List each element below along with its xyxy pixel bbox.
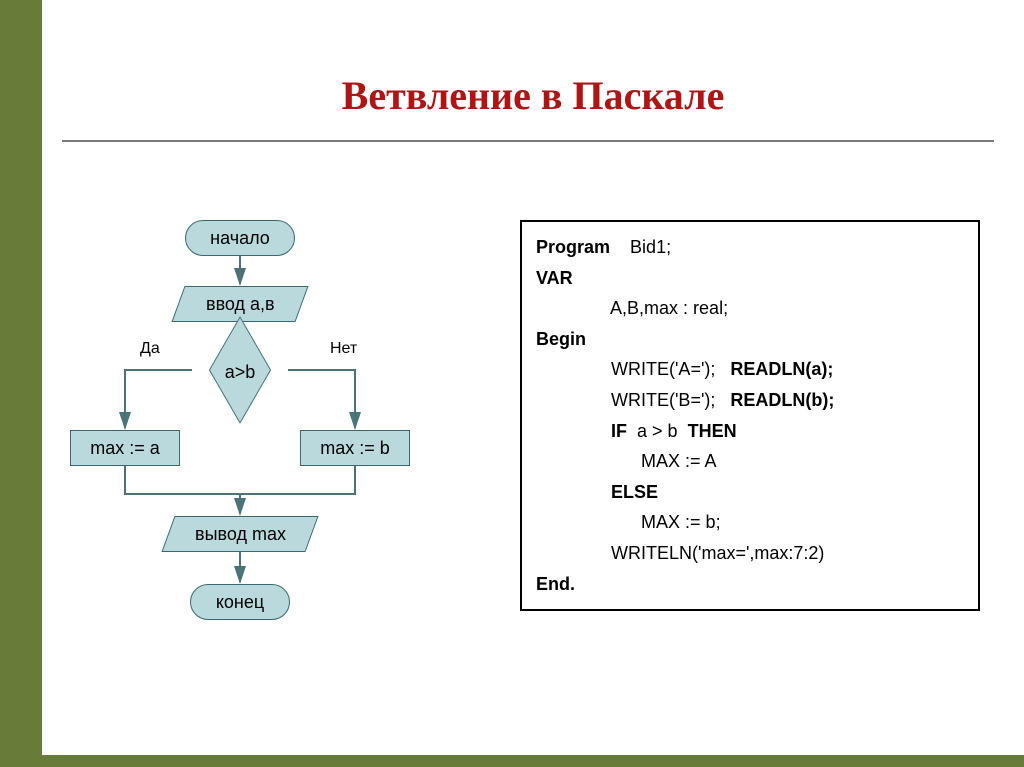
node-max-b-label: max := b (320, 438, 390, 458)
node-max-b: max := b (300, 430, 410, 466)
code-writeln: WRITELN('max=',max:7:2) (536, 538, 964, 569)
yes-label: Да (140, 340, 160, 358)
code-line2: WRITE('B='); READLN(b); (536, 385, 964, 416)
node-start: начало (185, 220, 295, 256)
code-program-name: Bid1; (630, 237, 671, 257)
slide-sidebar (0, 0, 42, 767)
code-var-decl: A,B,max : real; (536, 293, 964, 324)
node-end: конец (190, 584, 290, 620)
code-program: Program Bid1; (536, 232, 964, 263)
code-maxa: MAX := A (536, 446, 964, 477)
kw-end: End. (536, 574, 575, 594)
node-end-label: конец (216, 592, 264, 612)
node-decision-label: a>b (195, 362, 285, 383)
kw-var: VAR (536, 268, 573, 288)
node-output-label: вывод max (195, 517, 286, 551)
code-if: IF a > b THEN (536, 416, 964, 447)
page-title: Ветвление в Паскале (42, 72, 1024, 119)
title-underline (62, 140, 994, 142)
node-max-a: max := a (70, 430, 180, 466)
slide-bottom-edge (0, 755, 1024, 767)
kw-begin: Begin (536, 329, 586, 349)
code-begin: Begin (536, 324, 964, 355)
node-max-a-label: max := a (90, 438, 160, 458)
code-else: ELSE (536, 477, 964, 508)
code-listing: Program Bid1; VAR A,B,max : real; Begin … (520, 220, 980, 611)
node-output: вывод max (161, 516, 318, 552)
code-maxb: MAX := b; (536, 507, 964, 538)
node-decision: a>b (195, 348, 285, 393)
node-start-label: начало (210, 228, 270, 248)
code-end: End. (536, 569, 964, 600)
code-line1: WRITE('A='); READLN(a); (536, 354, 964, 385)
code-var: VAR (536, 263, 964, 294)
flowchart: начало ввод а,в a>b Да Нет max := a max … (70, 200, 470, 700)
no-label: Нет (330, 340, 357, 358)
kw-program: Program (536, 237, 610, 257)
